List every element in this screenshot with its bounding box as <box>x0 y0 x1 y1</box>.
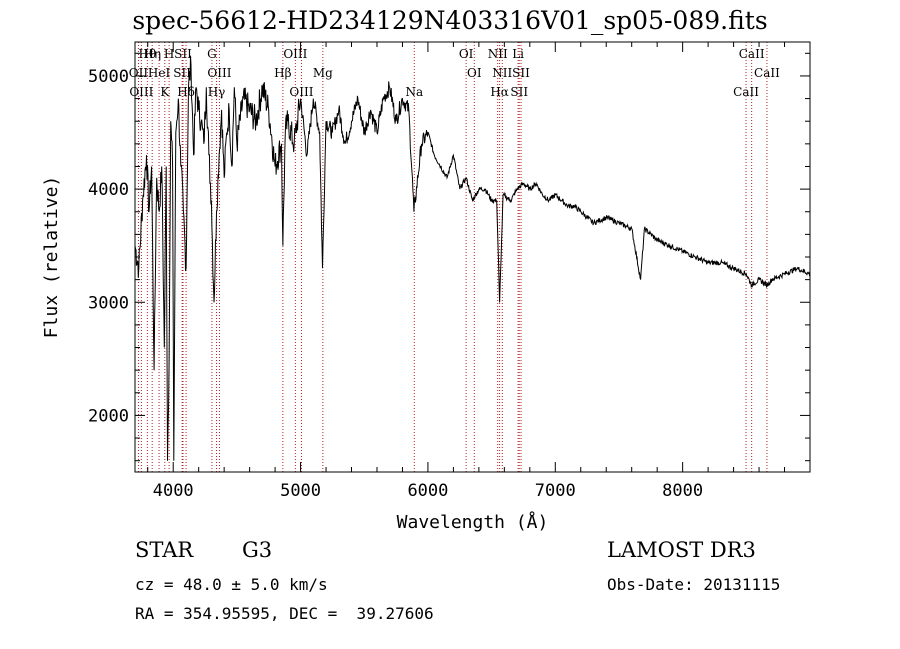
line-marker-label: Hθ <box>139 47 157 61</box>
line-marker-label: Hη <box>143 47 161 61</box>
y-axis-label: Flux (relative) <box>41 176 62 339</box>
observation-date: Obs-Date: 20131115 <box>607 575 781 594</box>
line-marker-label: CaII <box>754 66 780 80</box>
spectral-subclass: G3 <box>242 538 273 562</box>
plot-frame <box>134 41 811 473</box>
line-marker-label: OII <box>129 66 149 80</box>
line-marker-label: OIII <box>207 66 231 80</box>
y-tick-label: 5000 <box>88 67 129 87</box>
line-marker-label: Hδ <box>177 85 195 99</box>
x-tick-label: 7000 <box>535 481 576 501</box>
chart-title: spec-56612-HD234129N403316V01_sp05-089.f… <box>132 6 768 35</box>
line-marker-label: NII <box>492 66 512 80</box>
line-marker-label: Hγ <box>208 85 226 99</box>
redshift-velocity: cz = 48.0 ± 5.0 km/s <box>135 575 328 594</box>
y-tick-label: 4000 <box>88 180 129 200</box>
survey-name: LAMOST DR3 <box>607 538 756 562</box>
x-tick-label: 4000 <box>153 481 194 501</box>
line-marker-label: K <box>160 85 170 99</box>
line-marker-label: CaII <box>733 85 759 99</box>
line-marker-label: NII <box>488 47 508 61</box>
coordinates: RA = 354.95595, DEC = 39.27606 <box>135 604 434 623</box>
line-marker-label: SII <box>173 66 191 80</box>
line-marker-label: SII <box>512 66 530 80</box>
line-marker-label: HeI <box>148 66 171 80</box>
line-marker-label: OIII <box>283 47 307 61</box>
line-marker-label: Li <box>512 47 524 61</box>
line-marker-label: Hα <box>490 85 509 99</box>
line-marker-label: G <box>207 47 217 61</box>
object-type: STAR <box>135 538 194 562</box>
line-marker-label: Mg <box>313 66 333 80</box>
line-marker-label: Na <box>405 85 423 99</box>
line-marker-label: OI <box>459 47 474 61</box>
line-marker-label: SII <box>174 47 192 61</box>
line-marker-label: SII <box>510 85 528 99</box>
y-axis: 2000 3000 4000 5000 <box>88 52 810 462</box>
x-tick-label: 6000 <box>407 481 448 501</box>
x-axis: 4000 5000 6000 7000 8000 <box>147 42 786 501</box>
line-marker-label: OIII <box>129 85 153 99</box>
line-marker-label: H <box>164 47 174 61</box>
x-axis-label: Wavelength (Å) <box>397 511 549 533</box>
line-marker-label: OI <box>467 66 482 80</box>
spectrum-line <box>134 55 811 461</box>
line-marker-label: CaII <box>739 47 765 61</box>
line-marker-label: Hβ <box>274 66 291 80</box>
line-marker-group <box>137 42 768 472</box>
y-tick-label: 2000 <box>88 406 129 426</box>
x-tick-label: 8000 <box>662 481 703 501</box>
line-marker-label-group: HθOIIOIIIHηHeIKHSIIHδSIIOIIIHγGHβOIIIOII… <box>129 47 780 99</box>
line-marker-label: OIII <box>289 85 313 99</box>
y-tick-label: 3000 <box>88 293 129 313</box>
x-tick-label: 5000 <box>280 481 321 501</box>
